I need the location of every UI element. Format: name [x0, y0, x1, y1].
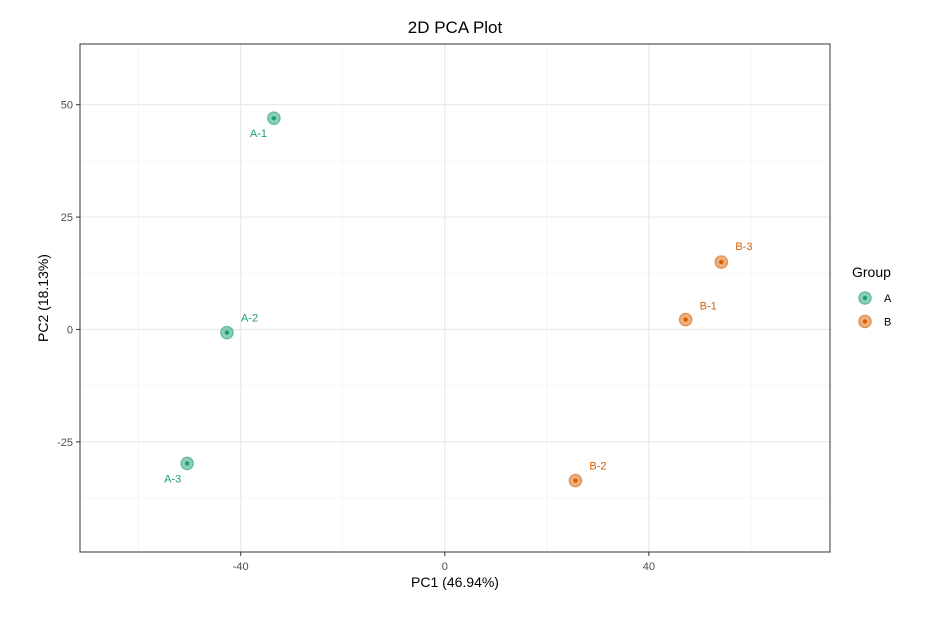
point-inner-dot	[573, 478, 578, 483]
legend: Group AB	[852, 264, 892, 329]
data-point-b-2: B-2	[568, 461, 607, 488]
data-point-b-3: B-3	[714, 241, 752, 269]
point-label: B-3	[735, 241, 752, 253]
chart-title: 2D PCA Plot	[408, 18, 503, 37]
x-tick-label: -40	[233, 561, 249, 573]
data-point-a-3: A-3	[164, 456, 194, 485]
x-tick-label: 40	[643, 561, 655, 573]
y-tick-label: 0	[67, 324, 73, 336]
data-points: A-1 A-2 A-3 B-1 B-2 B-3	[164, 111, 752, 488]
legend-entry-b: B	[858, 314, 891, 329]
data-point-a-1: A-1	[250, 111, 281, 140]
x-tick-label: 0	[442, 561, 448, 573]
point-label: B-2	[589, 461, 606, 473]
legend-key-dot	[862, 295, 868, 301]
y-tick-label: 50	[61, 100, 73, 112]
legend-label: B	[884, 317, 891, 329]
point-label: A-1	[250, 128, 267, 140]
point-label: A-3	[164, 473, 181, 485]
legend-key-dot	[862, 319, 868, 324]
data-point-b-1: B-1	[678, 301, 717, 327]
y-tick-label: 25	[61, 212, 73, 224]
legend-entry-a: A	[858, 291, 892, 305]
legend-label: A	[884, 293, 892, 305]
point-label: B-1	[700, 301, 717, 313]
axis-ticks: -40 0 40 -25 0 25 50	[57, 100, 655, 573]
point-inner-dot	[224, 330, 230, 335]
legend-title: Group	[852, 264, 891, 280]
y-tick-label: -25	[57, 437, 73, 449]
point-inner-dot	[719, 259, 724, 265]
point-inner-dot	[184, 461, 190, 466]
x-axis-title: PC1 (46.94%)	[411, 574, 499, 590]
point-label: A-2	[241, 313, 258, 325]
point-inner-dot	[271, 115, 277, 121]
y-axis-title: PC2 (18.13%)	[35, 254, 51, 342]
plot-panel-border	[79, 43, 831, 553]
point-inner-dot	[683, 317, 688, 322]
data-point-a-2: A-2	[220, 313, 258, 340]
grid-lines	[80, 44, 830, 552]
